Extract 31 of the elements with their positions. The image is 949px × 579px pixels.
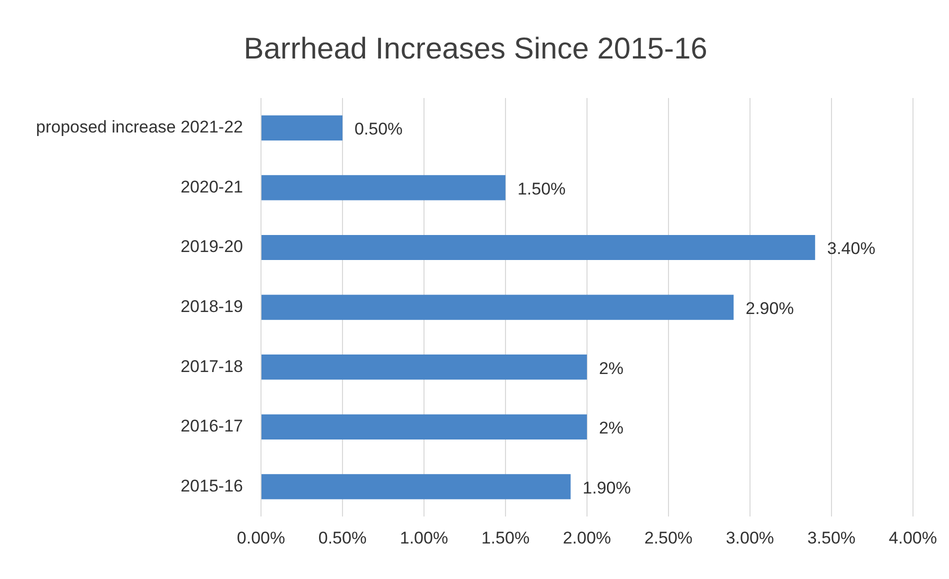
data-label: 0.50% — [354, 120, 403, 139]
y-tick-label: 2020-21 — [180, 177, 243, 196]
x-tick-label: 3.50% — [807, 528, 856, 548]
x-tick-label: 0.00% — [236, 528, 286, 548]
data-label: 3.40% — [827, 239, 876, 258]
bar — [261, 414, 587, 440]
bar — [261, 294, 734, 320]
x-tick-label: 4.00% — [888, 528, 937, 548]
data-label: 1.90% — [582, 478, 631, 498]
data-label: 2% — [598, 358, 624, 378]
bar — [261, 474, 571, 500]
x-tick-label: 2.50% — [644, 528, 693, 548]
x-tick-label: 1.00% — [400, 528, 448, 548]
data-label: 2% — [598, 418, 624, 438]
chart-title: Barrhead Increases Since 2015-16 — [244, 32, 708, 66]
bar — [261, 354, 587, 380]
data-label: 1.50% — [517, 179, 566, 198]
x-tick-label: 2.00% — [562, 528, 612, 548]
y-tick-label: 2019-20 — [180, 237, 243, 256]
x-tick-label: 0.50% — [318, 528, 367, 548]
data-label: 2.90% — [746, 298, 794, 318]
y-tick-label: 2018-19 — [180, 296, 243, 316]
bar — [261, 175, 506, 200]
y-tick-label: 2016-17 — [180, 416, 243, 436]
x-tick-label: 1.50% — [481, 528, 530, 548]
bar — [261, 115, 342, 140]
bar — [261, 234, 816, 260]
y-tick-label: proposed increase 2021-22 — [36, 118, 243, 137]
x-tick-label: 3.00% — [726, 528, 774, 548]
y-tick-label: 2015-16 — [180, 476, 243, 496]
y-tick-label: 2017-18 — [180, 356, 243, 376]
